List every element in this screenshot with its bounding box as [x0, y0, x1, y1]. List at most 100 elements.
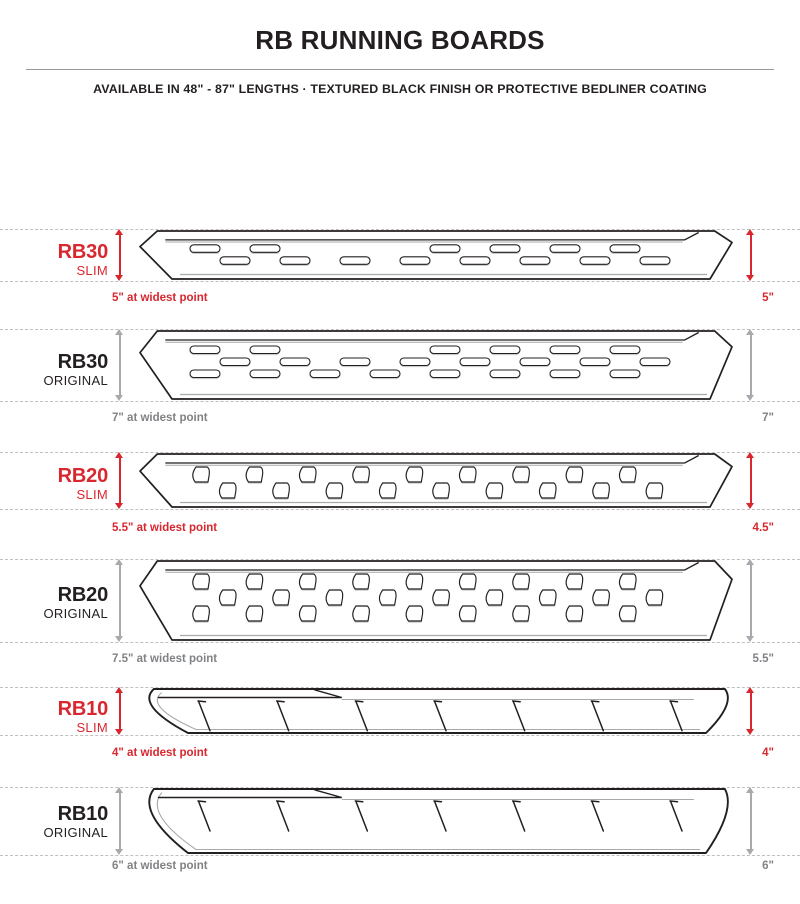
board-illustration — [132, 329, 740, 401]
arrow-shaft — [750, 691, 752, 730]
dimension-caption-end: 5" — [762, 291, 774, 304]
arrow-shaft — [119, 563, 121, 637]
guide-line-top — [0, 786, 800, 788]
arrowhead-down-icon — [115, 394, 123, 401]
arrow-shaft — [750, 791, 752, 850]
arrow-shaft — [119, 333, 121, 396]
arrowhead-up-icon — [115, 558, 123, 565]
product-row: RB30 SLIM 5" at widest point 5" — [0, 104, 800, 904]
product-label-rb20-slim[interactable]: RB20 SLIM — [0, 464, 109, 502]
dimension-caption-widest: 4" at widest point — [112, 746, 208, 759]
arrowhead-down-icon — [746, 274, 754, 281]
board-illustration — [132, 787, 740, 855]
guide-line-bottom — [0, 400, 800, 402]
arrowhead-down-icon — [746, 502, 754, 509]
arrow-shaft — [119, 456, 121, 504]
dimension-caption-end: 4.5" — [752, 521, 774, 534]
guide-line-bottom — [0, 854, 800, 856]
guide-line-top — [0, 451, 800, 453]
arrowhead-down-icon — [746, 394, 754, 401]
product-variant: ORIGINAL — [43, 372, 108, 388]
product-label-rb30-original[interactable]: RB30 ORIGINAL — [0, 351, 108, 388]
product-variant: ORIGINAL — [43, 605, 108, 621]
guide-line-top — [0, 328, 800, 330]
arrowhead-up-icon — [115, 786, 123, 793]
product-label-rb20-original[interactable]: RB20 ORIGINAL — [0, 583, 109, 621]
arrowhead-up-icon — [746, 451, 754, 458]
header-divider — [26, 68, 774, 70]
dimension-arrow-left — [113, 451, 126, 509]
dimension-caption-widest: 7" at widest point — [112, 411, 208, 424]
arrowhead-down-icon — [746, 848, 754, 855]
arrowhead-up-icon — [115, 686, 123, 693]
arrow-shaft — [119, 233, 121, 276]
dimension-arrow-right — [744, 328, 757, 401]
guide-line-bottom — [0, 508, 800, 510]
header-subtitle: AVAILABLE IN 48" - 87" LENGTHS · TEXTURE… — [93, 81, 707, 96]
product-model: RB10 — [57, 697, 109, 720]
board-illustration — [132, 229, 740, 281]
board-illustration — [132, 452, 740, 509]
arrowhead-up-icon — [746, 558, 754, 565]
product-model: RB20 — [57, 583, 109, 606]
product-row: RB10 ORIGINAL 6" at widest point 6" — [0, 104, 800, 904]
arrowhead-up-icon — [746, 686, 754, 693]
arrowhead-up-icon — [115, 328, 123, 335]
arrow-shaft — [119, 791, 121, 850]
dimension-arrow-left — [113, 686, 126, 735]
product-row: RB20 ORIGINAL 7.5" at widest point 5.5" — [0, 104, 800, 904]
arrowhead-down-icon — [746, 635, 754, 642]
arrowhead-down-icon — [115, 728, 123, 735]
guide-line-top — [0, 228, 800, 230]
dimension-arrow-right — [744, 786, 757, 855]
product-model: RB10 — [57, 802, 109, 825]
guide-line-top — [0, 558, 800, 560]
dimension-caption-widest: 5" at widest point — [112, 291, 208, 304]
arrowhead-up-icon — [115, 228, 123, 235]
guide-line-top — [0, 686, 800, 688]
board-illustration — [132, 559, 740, 642]
arrowhead-down-icon — [115, 848, 123, 855]
dimension-arrow-right — [744, 686, 757, 735]
dimension-caption-end: 5.5" — [752, 652, 774, 665]
product-row: RB30 ORIGINAL 7" at widest point 7" — [0, 104, 800, 904]
product-variant: SLIM — [76, 719, 108, 735]
product-model: RB30 — [57, 240, 109, 263]
arrowhead-down-icon — [115, 502, 123, 509]
arrowhead-up-icon — [746, 228, 754, 235]
dimension-arrow-left — [113, 558, 126, 642]
dimension-caption-widest: 6" at widest point — [112, 859, 208, 872]
arrow-shaft — [750, 333, 752, 396]
product-row: RB10 SLIM 4" at widest point 4" — [0, 104, 800, 904]
dimension-caption-end: 6" — [762, 859, 774, 872]
product-label-rb30-slim[interactable]: RB30 SLIM — [0, 240, 109, 278]
arrow-shaft — [750, 456, 752, 504]
dimension-arrow-right — [744, 451, 757, 509]
arrow-shaft — [119, 691, 121, 730]
product-row: RB20 SLIM 5.5" at widest point 4.5" — [0, 104, 800, 904]
dimension-arrow-right — [744, 228, 757, 281]
dimension-arrow-right — [744, 558, 757, 642]
page-title: RB RUNNING BOARDS — [255, 25, 545, 55]
dimension-arrow-left — [113, 228, 126, 281]
arrowhead-down-icon — [115, 635, 123, 642]
product-variant: ORIGINAL — [43, 824, 108, 840]
dimension-arrow-left — [113, 328, 126, 401]
dimension-caption-widest: 7.5" at widest point — [112, 652, 218, 665]
board-illustration — [132, 687, 740, 735]
guide-line-bottom — [0, 734, 800, 736]
product-model: RB20 — [57, 464, 109, 487]
arrowhead-down-icon — [746, 728, 754, 735]
guide-line-bottom — [0, 280, 800, 282]
guide-line-bottom — [0, 641, 800, 643]
product-label-rb10-slim[interactable]: RB10 SLIM — [0, 697, 109, 735]
arrow-shaft — [750, 233, 752, 276]
dimension-caption-end: 4" — [762, 746, 774, 759]
product-label-rb10-original[interactable]: RB10 ORIGINAL — [0, 802, 109, 840]
product-variant: SLIM — [76, 262, 108, 278]
dimension-caption-end: 7" — [762, 411, 774, 424]
product-variant: SLIM — [76, 486, 108, 502]
page-header: RB RUNNING BOARDS AVAILABLE IN 48" - 87"… — [0, 0, 800, 96]
arrowhead-up-icon — [746, 786, 754, 793]
arrowhead-down-icon — [115, 274, 123, 281]
